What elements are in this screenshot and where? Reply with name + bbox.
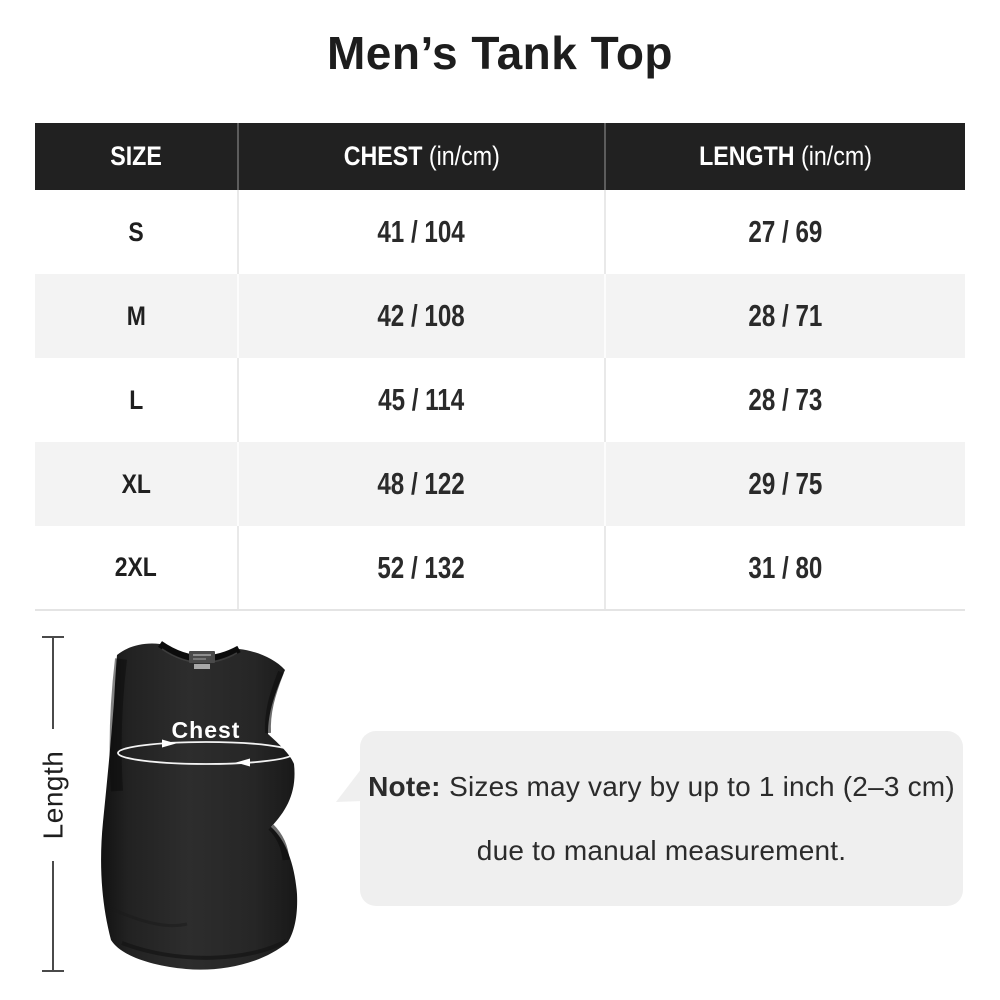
length-line-lower-segment	[52, 861, 54, 972]
chest-measure-ellipse	[117, 741, 295, 765]
length-cell: 28 / 73	[604, 358, 965, 442]
note-text: Sizes may vary by up to 1 inch (2–3 cm)	[449, 770, 955, 802]
note-prefix: Note:	[368, 770, 441, 802]
length-cell: 28 / 71	[604, 274, 965, 358]
length-cell: 29 / 75	[604, 442, 965, 526]
neck-tag-line	[193, 658, 206, 660]
col-header-chest: CHEST (in/cm)	[237, 123, 605, 190]
left-shadow	[109, 658, 127, 792]
table-row: S 41 / 104 27 / 69	[35, 190, 965, 274]
size-cell: XL	[121, 468, 151, 499]
bubble-tail	[336, 768, 363, 802]
length-cell: 31 / 80	[604, 526, 965, 611]
notch-shadow	[268, 824, 290, 861]
side-wrinkle	[111, 907, 188, 928]
chest-cell: 52 / 132	[237, 526, 605, 611]
size-cell: 2XL	[35, 526, 238, 611]
tank-top-body	[101, 643, 298, 970]
size-cell: S	[128, 216, 144, 247]
length-line-bottom-cap	[42, 970, 64, 972]
chest-cell: 42 / 108	[237, 274, 605, 358]
tank-top-illustration: Chest	[101, 641, 298, 970]
size-cell: M	[126, 300, 146, 331]
col-header-length: LENGTH (in/cm)	[604, 123, 965, 190]
chest-label: Chest	[172, 717, 241, 743]
table-row: 2XL 52 / 132 31 / 80	[35, 526, 965, 611]
note-line-1: Note: Sizes may vary by up to 1 inch (2–3…	[368, 771, 955, 803]
length-line-upper-segment	[52, 636, 54, 729]
page-title: Men’s Tank Top	[326, 27, 674, 79]
arrow-right-icon	[162, 739, 176, 748]
chest-cell: 48 / 122	[237, 442, 605, 526]
chest-cell: 41 / 104	[237, 190, 605, 274]
right-armhole-shadow	[264, 670, 284, 734]
table-row: L 45 / 114 28 / 73	[35, 358, 965, 442]
neck-tag-line	[193, 654, 211, 656]
size-table-header: SIZE CHEST (in/cm) LENGTH (in/cm)	[35, 123, 965, 190]
neck-tag-label	[194, 664, 210, 669]
table-row: M 42 / 108 28 / 71	[35, 274, 965, 358]
note-bubble: Note: Sizes may vary by up to 1 inch (2–3…	[360, 731, 963, 906]
hem-wrinkle	[121, 939, 287, 960]
arrow-left-icon	[236, 758, 250, 767]
size-table: SIZE CHEST (in/cm) LENGTH (in/cm) S 41 /…	[35, 123, 965, 611]
note-line-2: due to manual measurement.	[476, 834, 847, 866]
chest-cell: 45 / 114	[237, 358, 605, 442]
length-cell: 27 / 69	[604, 190, 965, 274]
table-row: XL 48 / 122 29 / 75	[35, 442, 965, 526]
col-header-size: SIZE	[35, 123, 238, 190]
length-label-wrap: Length	[10, 730, 96, 860]
size-cell: L	[128, 384, 144, 415]
length-label: Length	[37, 750, 69, 840]
neck-tag	[189, 651, 215, 663]
